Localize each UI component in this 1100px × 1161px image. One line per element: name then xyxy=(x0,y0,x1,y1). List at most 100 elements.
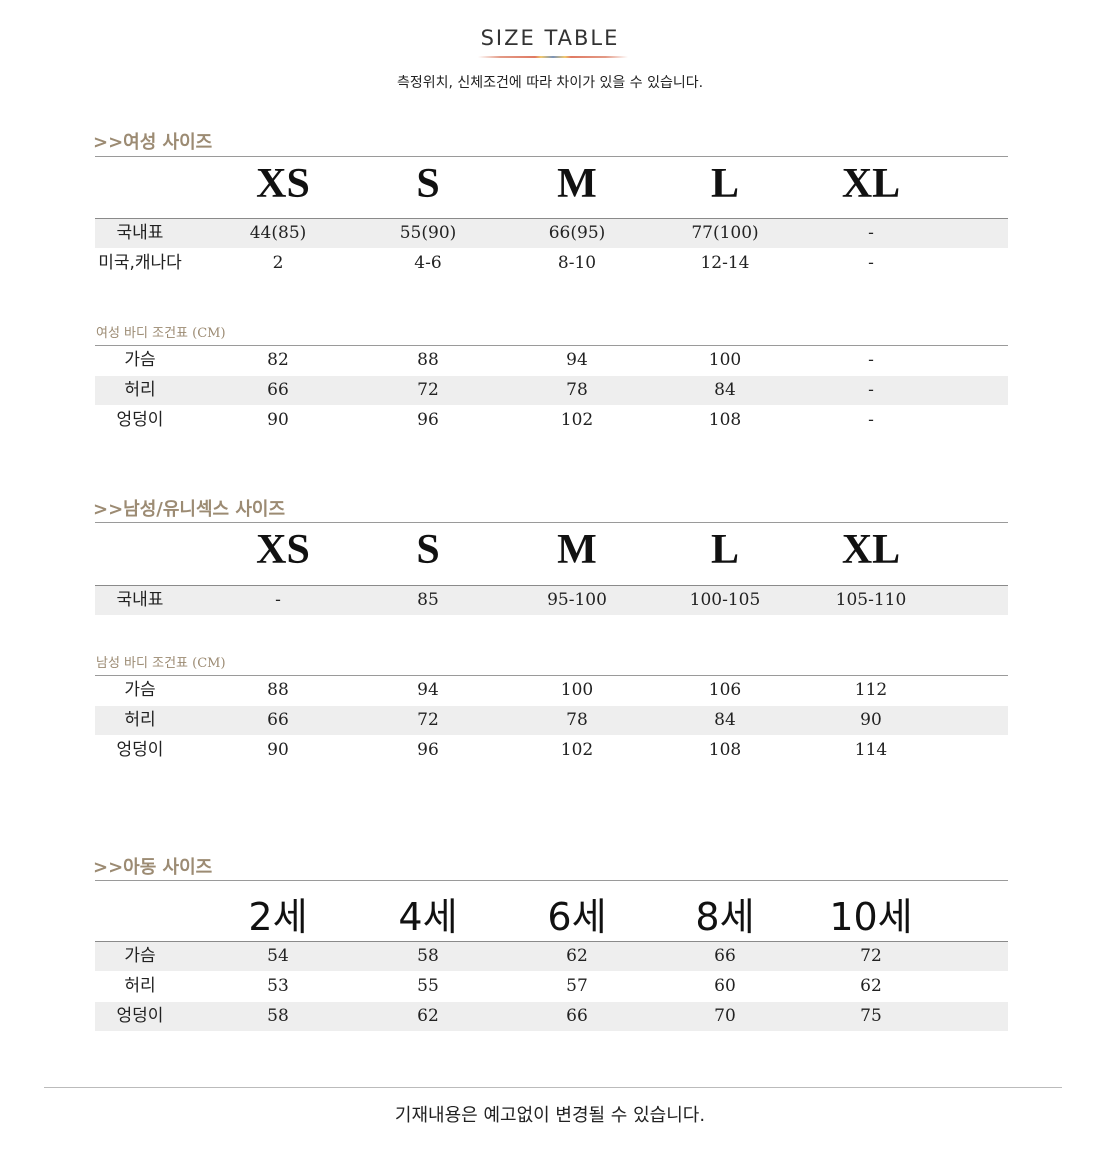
row-value: 66 xyxy=(267,710,289,730)
row-label: 가슴 xyxy=(124,350,156,370)
row-value: 57 xyxy=(566,976,588,996)
size-header: 2세 xyxy=(248,895,308,939)
row-value: - xyxy=(868,350,874,370)
row-value: 70 xyxy=(714,1006,736,1026)
size-header: 10세 xyxy=(829,895,913,939)
body-table-row: 허리 66 72 78 84 90 xyxy=(95,706,1008,735)
row-value: 12-14 xyxy=(700,253,750,273)
row-value: 100-105 xyxy=(689,590,761,610)
row-shading xyxy=(95,706,1008,735)
row-shading xyxy=(95,942,1008,971)
table-row: 국내표 - 85 95-100 100-105 105-110 xyxy=(95,586,1008,615)
row-value: - xyxy=(868,223,874,243)
size-header: XS xyxy=(256,161,310,207)
section-divider xyxy=(95,156,1008,157)
row-shading xyxy=(95,586,1008,615)
row-value: 95-100 xyxy=(547,590,607,610)
row-value: 85 xyxy=(417,590,439,610)
row-value: 82 xyxy=(267,350,289,370)
section-heading: >>남성/유니섹스 사이즈 xyxy=(93,499,286,520)
row-value: 108 xyxy=(708,410,742,430)
body-chart-divider xyxy=(95,675,1008,676)
section-heading: >>아동 사이즈 xyxy=(93,857,213,878)
row-value: 102 xyxy=(560,740,594,760)
row-value: 84 xyxy=(714,710,736,730)
row-value: 4-6 xyxy=(414,253,442,273)
footer-divider xyxy=(44,1087,1062,1088)
body-chart-heading: 남성 바디 조건표 (CM) xyxy=(96,656,226,671)
size-header: S xyxy=(416,527,440,573)
row-value: 58 xyxy=(417,946,439,966)
row-value: 2 xyxy=(272,253,284,273)
size-header: 6세 xyxy=(547,895,607,939)
row-value: 96 xyxy=(417,740,439,760)
row-value: 100 xyxy=(708,350,742,370)
body-table-row: 가슴 82 88 94 100 - xyxy=(95,346,1008,375)
row-value: 108 xyxy=(708,740,742,760)
row-value: 78 xyxy=(566,710,588,730)
page-subtitle: 측정위치, 신체조건에 따라 차이가 있을 수 있습니다. xyxy=(396,75,704,91)
row-value: 114 xyxy=(854,740,888,760)
size-header: XS xyxy=(256,527,310,573)
row-value: 72 xyxy=(417,380,439,400)
row-value: 77(100) xyxy=(691,223,759,243)
row-value: 88 xyxy=(417,350,439,370)
size-header: XL xyxy=(841,527,901,573)
size-header: S xyxy=(416,161,440,207)
size-header: L xyxy=(710,161,739,207)
row-shading xyxy=(95,1002,1008,1031)
size-header: L xyxy=(710,527,739,573)
body-table-row: 허리 66 72 78 84 - xyxy=(95,376,1008,405)
row-label: 국내표 xyxy=(116,223,164,243)
body-table-row: 엉덩이 90 96 102 108 - xyxy=(95,406,1008,435)
row-value: 75 xyxy=(860,1006,882,1026)
row-value: 72 xyxy=(417,710,439,730)
row-label: 엉덩이 xyxy=(116,410,164,430)
row-value: 54 xyxy=(267,946,289,966)
row-label: 허리 xyxy=(124,380,156,400)
row-value: 90 xyxy=(267,410,289,430)
row-value: 112 xyxy=(854,680,888,700)
row-value: 60 xyxy=(714,976,736,996)
row-value: 94 xyxy=(566,350,588,370)
row-value: 66(95) xyxy=(548,223,606,243)
row-value: 102 xyxy=(560,410,594,430)
table-row: 국내표 44(85) 55(90) 66(95) 77(100) - xyxy=(95,219,1008,248)
row-value: - xyxy=(868,380,874,400)
row-value: 94 xyxy=(417,680,439,700)
row-value: 62 xyxy=(860,976,882,996)
row-value: 100 xyxy=(560,680,594,700)
table-row: 가슴 54 58 62 66 72 xyxy=(95,942,1008,971)
table-row: 허리 53 55 57 60 62 xyxy=(95,972,1008,1001)
row-shading xyxy=(95,219,1008,248)
row-value: 55(90) xyxy=(399,223,457,243)
row-value: 90 xyxy=(267,740,289,760)
row-label: 허리 xyxy=(124,976,156,996)
row-value: 62 xyxy=(566,946,588,966)
row-value: 58 xyxy=(267,1006,289,1026)
row-value: 66 xyxy=(267,380,289,400)
row-label: 가슴 xyxy=(124,680,156,700)
row-value: 62 xyxy=(417,1006,439,1026)
row-value: 55 xyxy=(417,976,439,996)
row-value: 105-110 xyxy=(835,590,907,610)
row-value: - xyxy=(868,253,874,273)
row-value: 96 xyxy=(417,410,439,430)
size-header: 8세 xyxy=(695,895,755,939)
section-divider xyxy=(95,880,1008,881)
body-table-row: 가슴 88 94 100 106 112 xyxy=(95,676,1008,705)
row-value: 72 xyxy=(860,946,882,966)
row-label: 미국,캐나다 xyxy=(98,253,182,273)
section-divider xyxy=(95,522,1008,523)
row-label: 엉덩이 xyxy=(116,740,164,760)
footer-note: 기재내용은 예고없이 변경될 수 있습니다. xyxy=(394,1105,706,1126)
row-value: 106 xyxy=(708,680,742,700)
row-label: 가슴 xyxy=(124,946,156,966)
size-header: M xyxy=(557,527,597,573)
row-value: 66 xyxy=(566,1006,588,1026)
row-value: 78 xyxy=(566,380,588,400)
section-heading: >>여성 사이즈 xyxy=(93,132,213,153)
page-title: SIZE TABLE xyxy=(480,26,620,50)
title-underline-decoration xyxy=(478,56,628,58)
row-label: 국내표 xyxy=(116,590,164,610)
